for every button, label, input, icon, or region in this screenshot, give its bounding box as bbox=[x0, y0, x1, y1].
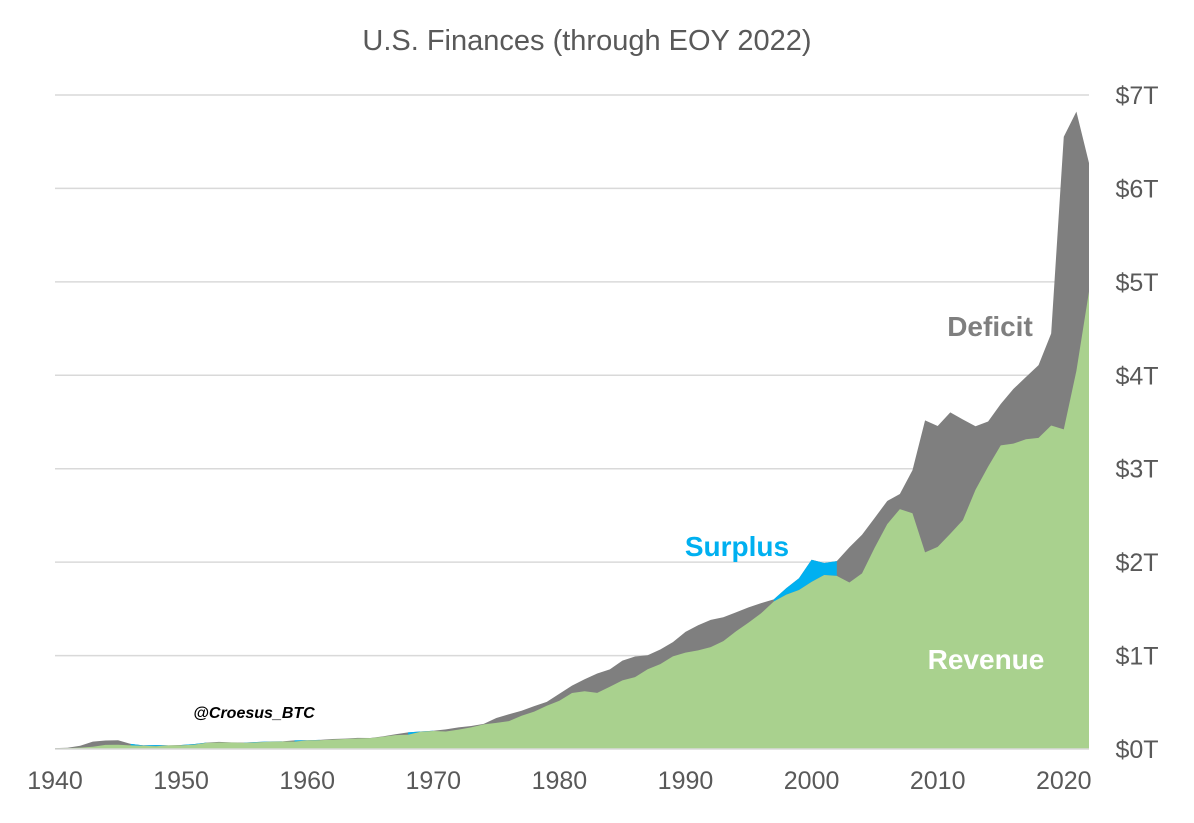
y-tick-label: $5T bbox=[1115, 269, 1158, 297]
y-tick-label: $6T bbox=[1115, 175, 1158, 203]
y-tick-label: $7T bbox=[1115, 82, 1158, 110]
x-tick-label: 1970 bbox=[405, 767, 461, 795]
y-tick-label: $4T bbox=[1115, 362, 1158, 390]
deficit-label: Deficit bbox=[947, 311, 1033, 342]
x-tick-label: 1940 bbox=[27, 767, 83, 795]
y-tick-label: $0T bbox=[1115, 736, 1158, 764]
x-tick-label: 1990 bbox=[658, 767, 714, 795]
y-tick-label: $3T bbox=[1115, 456, 1158, 484]
surplus-label: Surplus bbox=[685, 531, 789, 562]
revenue-area bbox=[55, 291, 1089, 749]
chart-title: U.S. Finances (through EOY 2022) bbox=[362, 25, 811, 57]
x-tick-label: 1980 bbox=[532, 767, 588, 795]
author-credit: @Croesus_BTC bbox=[193, 705, 315, 722]
plot-area bbox=[55, 111, 1089, 749]
y-tick-label: $1T bbox=[1115, 643, 1158, 671]
gridlines bbox=[55, 94, 1089, 657]
x-tick-label: 1960 bbox=[279, 767, 335, 795]
x-tick-label: 2010 bbox=[910, 767, 966, 795]
y-tick-label: $2T bbox=[1115, 549, 1158, 577]
axes: 1940 1950 1960 1970 1980 1990 2000 2010 2020 $0T $… bbox=[27, 82, 1158, 795]
x-tick-label: 2000 bbox=[784, 767, 840, 795]
x-tick-label: 1950 bbox=[153, 767, 209, 795]
revenue-label: Revenue bbox=[928, 644, 1045, 675]
x-tick-label: 2020 bbox=[1036, 767, 1092, 795]
